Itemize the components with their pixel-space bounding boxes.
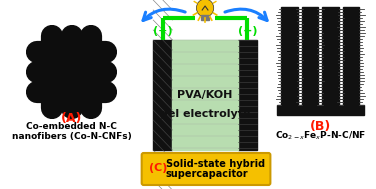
Text: gel electrolyte: gel electrolyte [160,109,250,119]
Text: nanofibers (Co-N-CNFs): nanofibers (Co-N-CNFs) [12,132,132,141]
Bar [302,7,318,105]
Text: Co$_{2-x}$Fe$_x$P-N-C/NF: Co$_{2-x}$Fe$_x$P-N-C/NF [274,130,366,143]
Bar [173,40,238,150]
Bar [281,7,298,105]
Text: PVA/KOH: PVA/KOH [177,90,233,100]
Bar [153,40,173,150]
Text: (+): (+) [238,26,257,36]
Bar [343,7,359,105]
Text: (C): (C) [149,163,168,173]
Bar [323,7,339,105]
Text: supercapacitor: supercapacitor [166,169,248,179]
FancyBboxPatch shape [142,153,270,185]
Bar [277,105,364,115]
Bar [201,15,209,20]
Text: Co-embedded N-C: Co-embedded N-C [26,122,117,131]
FancyArrowPatch shape [225,9,267,20]
Text: (A): (A) [61,112,82,125]
Text: (−): (−) [153,26,173,36]
Circle shape [196,0,214,17]
Bar [238,40,257,150]
Text: Solid-state hybrid: Solid-state hybrid [166,159,265,169]
FancyArrowPatch shape [143,9,185,20]
Text: (B): (B) [310,120,331,133]
